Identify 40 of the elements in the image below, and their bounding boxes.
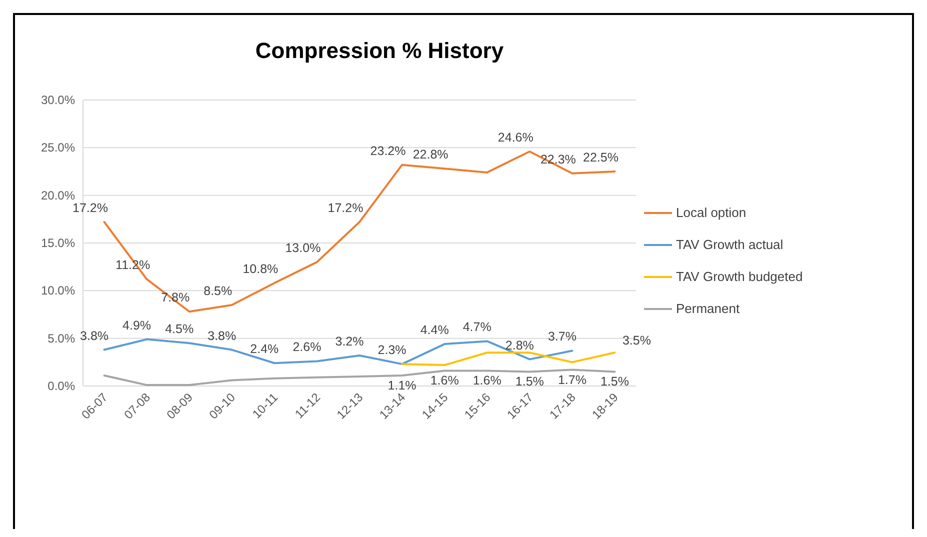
y-tick-label: 30.0%	[40, 93, 76, 107]
data-label: 2.8%	[505, 338, 534, 352]
data-label: 4.4%	[420, 323, 449, 338]
data-label: 1.6%	[430, 374, 459, 388]
data-label: 17.2%	[328, 201, 364, 216]
y-tick-label: 10.0%	[40, 284, 76, 298]
y-tick-label: 15.0%	[40, 236, 76, 250]
y-tick-label: 0.0%	[48, 379, 76, 393]
data-label: 23.2%	[370, 144, 406, 158]
data-label: 1.5%	[515, 374, 544, 389]
data-label: 3.8%	[80, 328, 109, 343]
data-label: 3.7%	[548, 330, 576, 344]
data-label: 1.1%	[388, 378, 416, 393]
data-label: 4.7%	[462, 320, 492, 334]
data-label: 2.3%	[378, 343, 406, 358]
data-label: 4.9%	[122, 318, 152, 332]
data-label: 13.0%	[285, 241, 321, 256]
data-label: 4.5%	[165, 322, 194, 336]
y-tick-label: 5.0%	[48, 331, 76, 346]
data-label: 8.5%	[204, 284, 232, 298]
legend-label: TAV Growth budgeted	[676, 269, 803, 284]
y-tick-label: 25.0%	[40, 140, 76, 155]
data-label: 22.8%	[412, 148, 448, 162]
data-label: 2.4%	[250, 342, 279, 356]
legend-label: Local option	[676, 205, 746, 220]
data-label: 2.6%	[292, 340, 322, 354]
legend-label: TAV Growth actual	[676, 237, 784, 252]
data-label: 3.5%	[622, 334, 651, 348]
data-label: 1.7%	[558, 372, 586, 387]
data-label: 3.8%	[208, 328, 236, 343]
data-label: 24.6%	[498, 130, 534, 144]
data-label: 17.2%	[72, 201, 108, 216]
data-label: 10.8%	[242, 262, 278, 276]
chart-title: Compression % History	[255, 38, 504, 63]
y-tick-label: 20.0%	[40, 188, 76, 202]
data-label: 1.5%	[600, 374, 629, 389]
data-label: 22.5%	[583, 150, 618, 164]
data-label: 1.6%	[472, 374, 502, 388]
legend-label: Permanent	[676, 301, 740, 316]
data-label: 3.2%	[335, 334, 364, 348]
